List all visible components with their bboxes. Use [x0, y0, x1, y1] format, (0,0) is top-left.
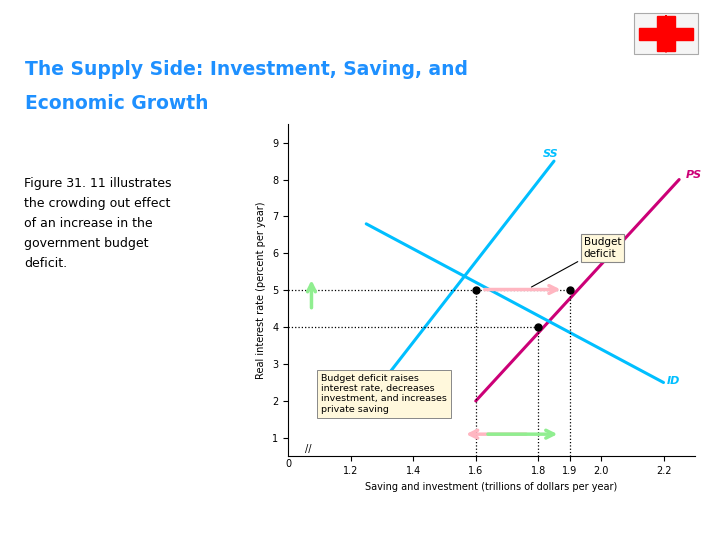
- Text: SS: SS: [543, 148, 559, 159]
- FancyBboxPatch shape: [634, 13, 698, 55]
- Text: Economic Growth: Economic Growth: [25, 94, 208, 113]
- Text: PS: PS: [685, 170, 701, 180]
- Y-axis label: Real interest rate (percent per year): Real interest rate (percent per year): [256, 201, 266, 379]
- Text: ID: ID: [667, 376, 680, 386]
- Text: The Supply Side: Investment, Saving, and: The Supply Side: Investment, Saving, and: [25, 60, 468, 79]
- Text: Budget deficit raises
interest rate, decreases
investment, and increases
private: Budget deficit raises interest rate, dec…: [321, 374, 446, 414]
- Text: Budget
deficit: Budget deficit: [531, 237, 621, 287]
- Text: 0: 0: [285, 459, 291, 469]
- Text: //: //: [305, 444, 312, 455]
- Bar: [639, 28, 693, 40]
- X-axis label: Saving and investment (trillions of dollars per year): Saving and investment (trillions of doll…: [365, 482, 618, 491]
- Text: Figure 31. 11 illustrates
the crowding out effect
of an increase in the
governme: Figure 31. 11 illustrates the crowding o…: [24, 178, 172, 271]
- Bar: [657, 16, 675, 51]
